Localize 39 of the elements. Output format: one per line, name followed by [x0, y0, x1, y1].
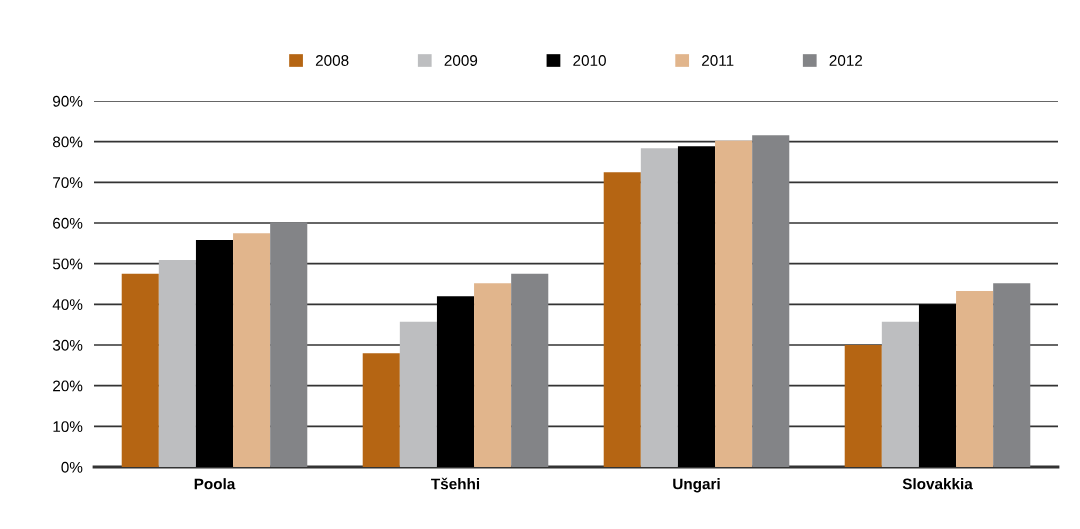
y-tick-label: 50% [52, 258, 83, 270]
y-tick-label: 20% [53, 380, 83, 392]
bar [752, 135, 790, 467]
bar [121, 273, 159, 467]
y-tick-label: 30% [52, 339, 83, 351]
y-tick-label: 10% [53, 421, 83, 433]
x-tick-label: Tšehhi [431, 477, 480, 490]
legend-label: 2012 [829, 55, 863, 66]
bar [603, 172, 641, 467]
bar [511, 273, 549, 467]
bar [677, 146, 716, 467]
bar [918, 304, 957, 467]
y-tick-label: 90% [53, 95, 83, 107]
legend-label: 2010 [573, 55, 606, 66]
bar [474, 283, 512, 467]
bar [436, 296, 475, 467]
bar [956, 290, 994, 467]
y-tick-label: 70% [53, 177, 83, 189]
bar [715, 140, 753, 467]
bar [195, 240, 234, 467]
legend-label: 2008 [315, 55, 349, 66]
bar [844, 345, 882, 467]
y-tick-label: 80% [52, 136, 83, 148]
y-tick-label: 60% [53, 217, 83, 229]
bar [640, 148, 678, 467]
y-tick-label: 0% [61, 461, 83, 473]
bar [993, 283, 1031, 467]
bar [158, 260, 196, 467]
bar [233, 233, 271, 467]
bar [881, 321, 919, 467]
bar [270, 222, 308, 467]
legend-label: 2011 [702, 55, 734, 66]
x-tick-label: Ungari [673, 478, 720, 493]
bar [362, 353, 400, 467]
x-tick-label: Slovakkia [902, 478, 973, 490]
x-tick-label: Poola [194, 478, 236, 490]
y-tick-label: 40% [52, 299, 83, 311]
legend-label: 2009 [444, 55, 478, 66]
bar [399, 321, 437, 467]
